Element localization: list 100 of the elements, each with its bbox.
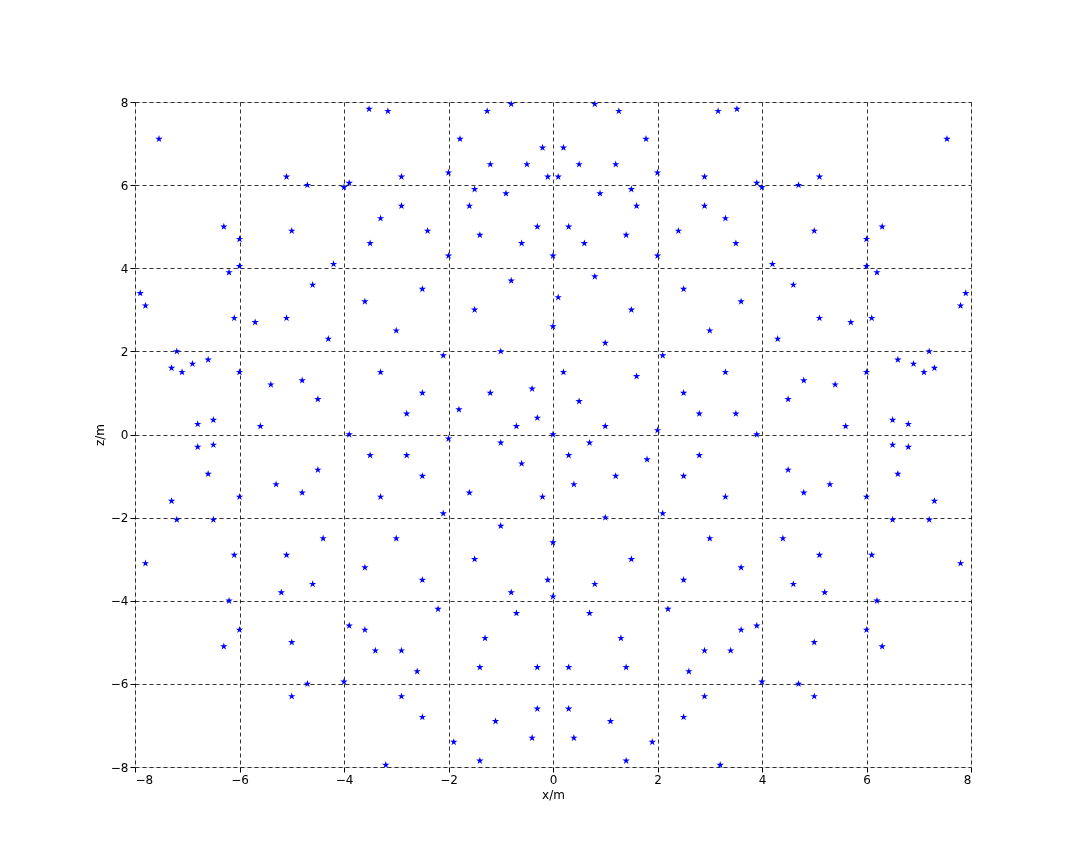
point [831,380,839,388]
point [220,222,228,230]
point [282,551,291,559]
point [779,534,787,542]
point [456,135,464,143]
point [606,717,615,725]
point [815,551,824,559]
point [155,135,163,143]
point [204,470,212,478]
x-tick-label: 0 [549,772,558,787]
point [753,179,761,187]
point [564,222,573,230]
point [664,605,672,613]
point [596,189,604,197]
point [282,314,291,322]
point [397,646,406,654]
y-tick-label: 2 [120,344,129,359]
point [570,734,578,742]
x-axis-title: x/m [542,787,565,802]
point [345,179,353,187]
point [533,222,542,230]
point [288,692,296,700]
point [507,100,515,108]
point [470,185,479,193]
point [575,160,583,168]
point [167,497,176,505]
y-axis-title: z/m [92,423,107,447]
point [235,262,244,270]
point [376,214,385,222]
point [700,646,709,654]
x-tick-label: 6 [863,772,871,787]
point [486,160,494,168]
point [873,268,881,276]
point [502,189,510,197]
point [298,488,306,496]
point [167,364,176,372]
point [894,355,902,363]
point [204,355,212,363]
y-tick-label: −2 [110,511,129,526]
point [564,663,573,671]
point [591,100,599,108]
point [298,376,306,384]
point [821,588,829,596]
point [225,268,233,276]
y-tick-label: 4 [120,261,129,276]
point [862,262,871,270]
point [627,185,636,193]
point [714,107,722,115]
point [685,667,693,675]
point [878,222,886,230]
point [528,734,536,742]
point [962,289,970,297]
point [617,634,625,642]
point [251,318,259,326]
point [580,239,589,247]
point [272,480,280,488]
point [481,634,489,642]
point [956,301,965,309]
point [345,621,353,629]
point [340,183,348,191]
point [920,368,928,376]
point [235,368,244,376]
point [319,534,327,542]
point [533,663,542,671]
x-tick-label: 2 [654,772,662,787]
point [267,380,275,388]
point [365,105,373,113]
point [288,638,296,646]
point [277,588,285,596]
y-tick-label: −4 [110,594,129,609]
point [476,231,484,239]
point [178,368,186,376]
x-tick-label: −6 [231,772,249,787]
point [141,559,150,567]
point [382,761,390,769]
point [444,168,453,176]
point [800,376,808,384]
y-tick-label: 0 [120,428,129,442]
point [653,168,662,176]
point [943,135,951,143]
x-tick-label: −4 [335,772,354,787]
x-tick-label: 4 [758,772,767,787]
point [622,663,630,671]
point [483,107,491,115]
point [878,642,886,650]
y-tick-label: 6 [120,178,129,193]
point [209,515,218,523]
point [136,289,144,297]
point [491,717,500,725]
point [826,480,834,488]
point [397,692,406,700]
point [721,214,730,222]
y-tick-label: 8 [120,95,129,110]
x-tick-label: 8 [963,772,972,787]
point [862,235,871,243]
point [862,368,871,376]
point [235,235,244,243]
point [141,301,150,309]
point [847,318,855,326]
point [700,692,709,700]
